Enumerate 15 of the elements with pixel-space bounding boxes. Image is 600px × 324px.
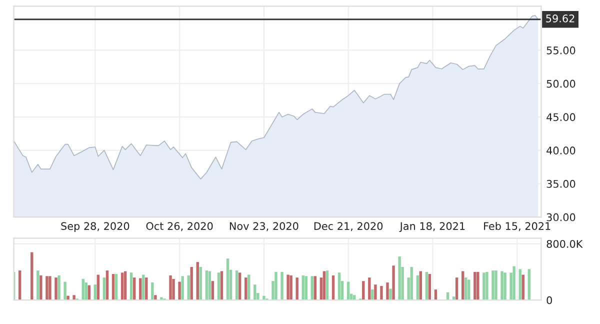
x-tick-label: Sep 28, 2020 xyxy=(61,222,130,232)
x-tick-label: Jan 18, 2021 xyxy=(399,222,465,232)
y-tick-label: 35.00 xyxy=(546,180,576,188)
x-tick-label: Feb 15, 2021 xyxy=(484,222,550,232)
x-tick-label: Nov 23, 2020 xyxy=(230,222,298,232)
y-tick-label: 45.00 xyxy=(546,113,576,122)
y-tick-label: 30.00 xyxy=(546,213,576,222)
x-tick-label: Oct 26, 2020 xyxy=(146,222,213,232)
y-tick-label: 0 xyxy=(546,296,552,304)
y-tick-label: 800.0K xyxy=(546,240,583,248)
ref-line-label: 59.62 xyxy=(546,14,574,22)
y-tick-label: 55.00 xyxy=(546,46,576,54)
y-tick-label: 50.00 xyxy=(546,80,576,88)
y-tick-label: 40.00 xyxy=(546,146,576,154)
x-tick-label: Dec 21, 2020 xyxy=(314,222,383,232)
